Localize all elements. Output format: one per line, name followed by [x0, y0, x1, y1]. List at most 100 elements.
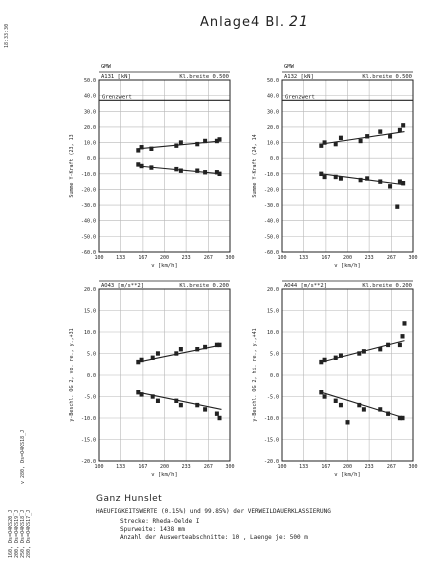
chart-unit-label: AO44 [m/s**2]	[284, 283, 327, 289]
plot-frame	[281, 79, 414, 253]
x-tick-label: 133	[299, 255, 308, 261]
sheet-number: 21	[289, 14, 309, 30]
chart-unit-label: A132 [kN]	[284, 74, 314, 80]
data-point	[333, 355, 338, 360]
data-point	[338, 135, 343, 141]
side-list-4: 280, Ds=O4KS17_J	[26, 509, 32, 558]
data-point	[361, 407, 366, 412]
data-point	[136, 162, 141, 167]
x-tick-label: 200	[160, 464, 169, 470]
chart-header-left: GMW	[101, 64, 112, 70]
y-tick-label: -40.0	[81, 219, 96, 225]
data-point	[203, 407, 208, 412]
y-tick-label: 40.0	[267, 94, 279, 100]
y-tick-label: -30.0	[81, 203, 96, 209]
y-axis-label: y-Beschl. OG 2, hi. re., y.,+41	[252, 328, 258, 421]
y-tick-label: -40.0	[264, 219, 279, 225]
data-point	[150, 394, 155, 399]
data-point	[388, 134, 393, 139]
data-point	[395, 204, 400, 209]
footer-anzahl: Anzahl der Auswerteabschnitte: 10 , Laen…	[120, 534, 308, 541]
x-axis-label: v [km/h]	[334, 472, 361, 478]
data-point	[397, 415, 402, 421]
page-title: Anlage4 Bl. 21	[200, 14, 309, 30]
x-tick-label: 300	[408, 255, 417, 261]
data-point	[388, 184, 393, 189]
y-tick-label: 30.0	[267, 109, 279, 115]
data-point	[401, 181, 406, 186]
charts-svg: GMW A131 [kN] Kl.breite 0.500 Grenzwert 50.0…	[69, 64, 418, 478]
trend-line	[138, 391, 222, 410]
chart-3: AO43 [m/s**2] Kl.breite 0.200 20.0 15.0 10.0…	[69, 280, 235, 478]
x-tick-label: 133	[116, 255, 125, 261]
y-tick-label: 0.0	[87, 373, 96, 379]
x-tick-label: 200	[343, 255, 352, 261]
trend-line	[321, 173, 405, 186]
y-tick-label: -20.0	[264, 187, 279, 193]
y-tick-label: 5.0	[270, 352, 279, 358]
y-tick-label: -20.0	[81, 187, 96, 193]
data-point	[139, 357, 144, 363]
data-point	[139, 392, 144, 397]
x-tick-label: 233	[365, 464, 374, 470]
data-point	[333, 174, 338, 180]
y-tick-label: 0.0	[270, 373, 279, 379]
y-tick-label: 40.0	[84, 94, 96, 100]
page-title-text: Anlage4 Bl.	[200, 15, 286, 30]
data-point	[214, 342, 219, 348]
y-tick-label: 10.0	[267, 330, 279, 336]
data-point	[178, 402, 183, 408]
data-point	[155, 351, 160, 356]
footer-strecke: Strecke: Rheda-Oelde I	[120, 518, 200, 525]
data-point	[358, 138, 363, 144]
x-tick-label: 100	[277, 255, 286, 261]
x-tick-label: 267	[387, 464, 396, 470]
limit-label: Grenzwert	[102, 94, 132, 100]
x-tick-label: 300	[408, 464, 417, 470]
chart-class-width: Kl.breite 0.200	[179, 283, 229, 289]
x-tick-label: 133	[116, 464, 125, 470]
data-point	[174, 398, 179, 403]
data-point	[400, 415, 405, 421]
data-point	[149, 146, 154, 151]
data-point	[322, 394, 327, 399]
data-point	[365, 134, 370, 139]
y-tick-label: -5.0	[84, 395, 96, 401]
x-tick-label: 300	[225, 255, 234, 261]
trend-line	[321, 391, 405, 419]
y-tick-label: -10.0	[264, 416, 279, 422]
chart-class-width: Kl.breite 0.500	[179, 74, 229, 80]
data-point	[136, 148, 141, 153]
data-point	[338, 402, 343, 408]
x-tick-label: 267	[204, 255, 213, 261]
x-tick-label: 100	[94, 255, 103, 261]
chart-header-left: GMW	[284, 64, 295, 70]
chart-1: GMW A131 [kN] Kl.breite 0.500 Grenzwert 50.0…	[69, 64, 235, 269]
company-name: Ganz Hunslet	[96, 494, 163, 504]
y-tick-label: -10.0	[264, 172, 279, 178]
y-tick-label: -5.0	[267, 395, 279, 401]
y-tick-label: 15.0	[267, 309, 279, 315]
y-tick-label: 0.0	[270, 156, 279, 162]
chart-2: GMW A132 [kN] Kl.breite 0.500 Grenzwert 50.0…	[252, 64, 418, 269]
y-axis-label: y-Beschl. OG 2, vo. re., y.,+31	[69, 328, 75, 421]
y-tick-label: 15.0	[84, 309, 96, 315]
y-tick-label: 20.0	[84, 125, 96, 131]
data-point	[322, 357, 327, 363]
y-tick-label: 5.0	[87, 352, 96, 358]
data-point	[345, 420, 350, 425]
x-tick-label: 200	[160, 255, 169, 261]
chart-unit-label: A131 [kN]	[101, 74, 131, 80]
data-point	[386, 411, 391, 416]
data-point	[214, 170, 219, 175]
y-tick-label: 10.0	[84, 141, 96, 147]
data-point	[397, 127, 402, 133]
trend-line	[138, 140, 222, 150]
footer-title: HAEUFIGKEITSWERTE (0.15%) und 99.85%) de…	[96, 508, 331, 515]
limit-label: Grenzwert	[285, 94, 315, 100]
x-tick-label: 267	[204, 464, 213, 470]
data-point	[217, 137, 222, 142]
y-tick-label: 20.0	[84, 287, 96, 293]
data-point	[397, 179, 402, 184]
y-tick-label: -20.0	[81, 459, 96, 465]
